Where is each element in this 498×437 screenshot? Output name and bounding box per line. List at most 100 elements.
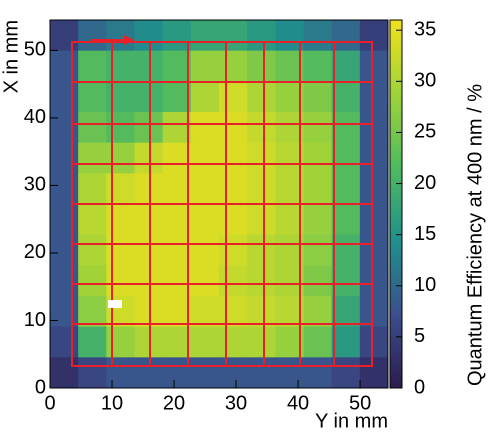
heatmap-cell [50,265,79,297]
colorbar-tick-label: 5 [414,325,425,347]
heatmap-cell [219,357,248,389]
x-tick-label: 10 [101,392,123,414]
heatmap-cell [78,234,107,266]
heatmap-cell [219,50,248,82]
plot-frame [49,19,389,389]
heatmap-cell [106,173,135,205]
heatmap-cell [190,81,220,113]
heatmap-cell [162,234,192,266]
overlay [71,35,373,367]
heatmap-cell [190,204,220,236]
heatmap-cell [190,326,220,358]
heatmap-cell [162,296,192,328]
heatmap-cell [303,204,333,236]
x-axis-title: Y in mm [315,410,388,432]
heatmap-cell [247,173,276,205]
heatmap-cell [162,326,192,358]
heatmap-cell [303,112,333,144]
heatmap-cell [359,112,389,144]
x-tick-label: 50 [349,392,371,414]
heatmap-cell [303,265,333,297]
heatmap-cell [331,50,361,82]
y-tick-label: 50 [24,39,46,61]
heatmap-cell [162,81,192,113]
heatmap-cell [50,357,79,389]
y-tick-label: 40 [24,106,46,128]
heatmap-cell [50,326,79,358]
heatmap-cell [190,357,220,389]
heatmap-cell [219,142,248,174]
heatmap-cell [190,50,220,82]
heatmap-cell [190,173,220,205]
heatmap-cell [331,112,361,144]
x-tick-label: 40 [287,392,309,414]
heatmap-cell [247,265,276,297]
heatmap-cell [162,204,192,236]
x-tick-label: 0 [44,392,55,414]
heatmap-cell [162,112,192,144]
heatmap-cell [303,142,333,174]
heatmap-cell [247,142,276,174]
heatmap-cell [78,173,107,205]
heatmap-cell [219,204,248,236]
heatmap-cell [303,357,333,389]
heatmap-cell [162,265,192,297]
heatmap-cell [359,50,389,82]
heatmap-cell [331,296,361,328]
heatmap-cell [134,112,164,144]
heatmap-cell [134,20,164,52]
heatmap-cell [78,326,107,358]
heatmap-cell [106,326,135,358]
heatmap-cell [106,204,135,236]
heatmap-cell [359,265,389,297]
heatmap-cell [106,20,135,52]
x-tick-label: 20 [163,392,185,414]
heatmap-cell [359,326,389,358]
heatmap-cell [162,20,192,52]
heatmap-cell [78,50,107,82]
heatmap-cell [50,142,79,174]
heatmap-cell [106,112,135,144]
y-tick-label: 10 [24,309,46,331]
heatmap-cell [219,296,248,328]
colorbar [389,19,403,389]
heatmap-cell [78,204,107,236]
heatmap-cell [106,50,135,82]
heatmap-cell [219,20,248,52]
heatmap-cell [78,20,107,52]
colorbar-tick-label: 25 [414,121,436,143]
heatmap-cell [78,142,107,174]
heatmap-cell [106,234,135,266]
heatmap-cell [331,326,361,358]
heatmap-cell [134,50,164,82]
heatmap-cell [134,265,164,297]
heatmap-cell [78,81,107,113]
heatmap-cell [134,357,164,389]
heatmap-cell [247,234,276,266]
colorbar-tick-label: 30 [414,70,436,92]
heatmap-cell [359,234,389,266]
heatmap-cell [78,112,107,144]
y-axis-title: X in mm [0,20,22,93]
heatmap-cell [134,81,164,113]
heatmap-cell [303,81,333,113]
heatmap-cell [303,326,333,358]
heatmap-cell [331,204,361,236]
heatmap-cell [50,204,79,236]
heatmap-cell [219,81,248,113]
heatmap-cell [106,142,135,174]
heatmap-cell [50,296,79,328]
heatmap-cell [303,234,333,266]
heatmap-cell [106,265,135,297]
heatmap-cell [219,173,248,205]
colorbar-tick-label: 15 [414,223,436,245]
heatmap-cell [331,81,361,113]
heatmap-cell [106,81,135,113]
heatmap-cell [190,234,220,266]
heatmap-cell [331,265,361,297]
heatmap-cell [190,142,220,174]
heatmap-cell [303,173,333,205]
heatmap-cell [190,265,220,297]
heatmap-cell [50,81,79,113]
heatmap-cell [219,112,248,144]
